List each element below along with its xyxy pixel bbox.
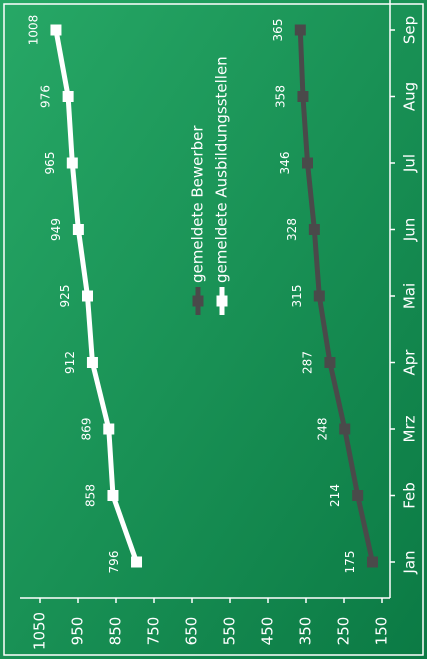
data-label: 248 — [315, 418, 329, 441]
data-label: 365 — [271, 19, 285, 42]
x-tick-label: Feb — [401, 482, 419, 509]
data-label: 949 — [49, 218, 63, 241]
data-point — [107, 490, 119, 501]
data-label: 287 — [300, 351, 314, 374]
x-tick-label: Jan — [401, 550, 419, 574]
legend-label: gemeldete Ausbildungsstellen — [213, 56, 231, 283]
data-point — [297, 91, 309, 102]
y-tick-label: 650 — [183, 617, 201, 646]
plot-area: 150 250 350 450 550 650 750 850 950 1050 Jan Feb Mrz… — [20, 0, 419, 650]
data-point — [313, 290, 325, 302]
data-point — [103, 423, 115, 435]
data-point — [324, 357, 336, 368]
x-tick-label: Jun — [401, 218, 419, 242]
y-tick-label: 250 — [335, 617, 353, 646]
y-tick-label: 1050 — [31, 612, 49, 650]
data-label: 925 — [58, 285, 72, 308]
data-label: 346 — [278, 152, 292, 175]
legend-marker — [216, 295, 228, 307]
y-tick-label: 550 — [221, 617, 239, 646]
legend-marker — [192, 295, 204, 307]
data-label: 214 — [328, 484, 342, 507]
x-tick-label: Jul — [401, 154, 419, 173]
data-point — [82, 290, 93, 302]
data-point — [367, 556, 378, 568]
y-tick-label: 850 — [107, 617, 125, 646]
data-point — [352, 490, 364, 501]
data-point — [308, 224, 320, 235]
x-tick-label: Aug — [401, 82, 419, 111]
x-tick-label: Mai — [401, 283, 419, 309]
data-label: 796 — [107, 551, 121, 574]
data-point — [86, 357, 98, 368]
data-label: 1008 — [26, 15, 40, 46]
data-label: 869 — [79, 418, 93, 441]
y-tick-label: 750 — [145, 617, 163, 646]
x-tick-label: Sep — [401, 16, 419, 44]
frame — [3, 3, 424, 656]
data-label: 965 — [43, 152, 57, 175]
data-label: 912 — [63, 351, 77, 374]
data-point — [131, 556, 143, 568]
legend-label: gemeldete Bewerber — [189, 125, 207, 283]
y-tick-label: 950 — [69, 617, 87, 646]
data-point — [339, 423, 351, 435]
data-point — [72, 224, 84, 235]
data-point — [50, 24, 62, 36]
data-label: 358 — [273, 85, 287, 108]
data-label: 175 — [343, 551, 357, 574]
data-point — [294, 24, 306, 36]
data-point — [66, 157, 78, 169]
data-point — [62, 91, 74, 102]
data-label: 328 — [285, 218, 299, 241]
x-tick-label: Mrz — [401, 415, 419, 442]
data-point — [302, 157, 314, 169]
y-tick-label: 150 — [373, 617, 391, 646]
y-tick-label: 350 — [297, 617, 315, 646]
x-tick-label: Apr — [401, 349, 419, 376]
data-label: 315 — [290, 285, 304, 308]
data-label: 976 — [39, 85, 53, 108]
y-tick-label: 450 — [259, 617, 277, 646]
data-label: 858 — [83, 484, 97, 507]
